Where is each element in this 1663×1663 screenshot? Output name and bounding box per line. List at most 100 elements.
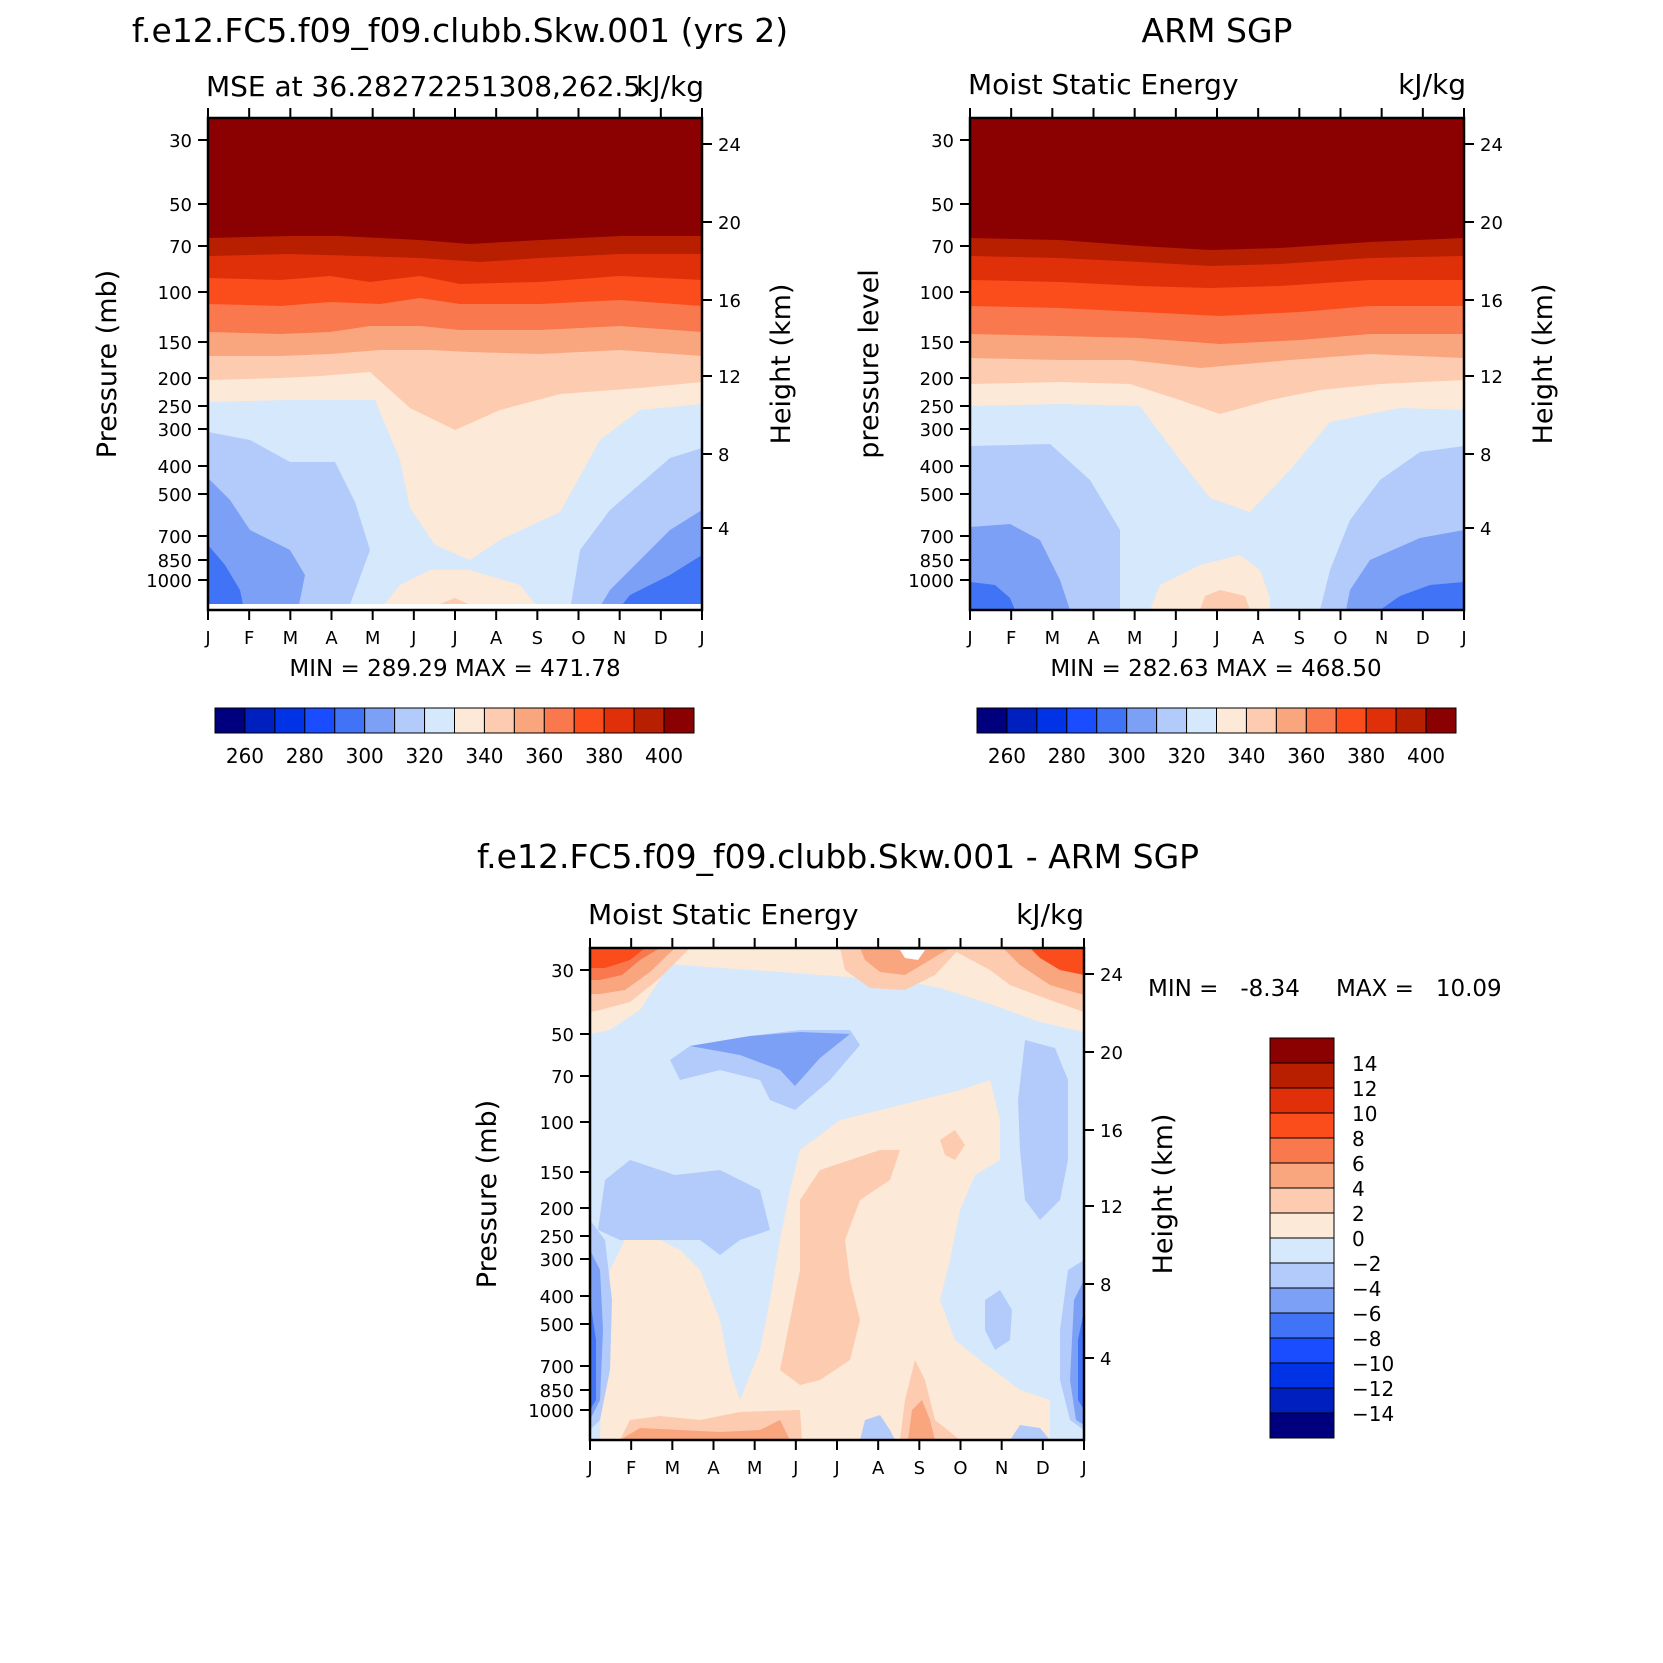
colorbar-swatch: [513, 707, 545, 734]
y-tick-label: 850: [158, 551, 192, 572]
y-tick-label: 250: [158, 397, 192, 418]
y-tick-label: 100: [158, 283, 192, 304]
x-tick-label: J: [1080, 1458, 1086, 1479]
colorbar-swatch: [1269, 1337, 1335, 1364]
colorbar-swatch: [364, 707, 396, 734]
y-tick-label: 70: [169, 237, 192, 258]
colorbar-label: 280: [1048, 744, 1086, 768]
y2-tick-label: 8: [718, 445, 729, 466]
colorbar-swatch: [1395, 707, 1427, 734]
y-tick-label: 200: [540, 1199, 574, 1220]
colorbar-swatch: [1186, 707, 1217, 734]
x-tick-label: J: [410, 628, 416, 649]
diff-band-zero-topmid: [900, 950, 925, 960]
y-tick-label: 1000: [146, 571, 192, 592]
colorbar-swatch: [1335, 707, 1367, 734]
colorbar-swatch: [1269, 1262, 1335, 1289]
y-tick-label: 150: [158, 333, 192, 354]
y-tick-label: 300: [158, 420, 192, 441]
colorbar-label: −2: [1352, 1252, 1381, 1276]
colorbar-swatch: [244, 707, 276, 734]
colorbar-label: 6: [1352, 1152, 1365, 1176]
x-tick-label: A: [707, 1458, 720, 1479]
x-tick-label: J: [451, 628, 457, 649]
contour-band-290-right: [618, 555, 702, 610]
colorbar-label: 380: [585, 744, 623, 768]
contour-band-300: [208, 478, 305, 610]
colorbar-label: 340: [465, 744, 503, 768]
colorbar-label: 300: [346, 744, 384, 768]
x-tick-label: M: [283, 628, 299, 649]
y-tick-label: 700: [920, 527, 954, 548]
diff-band-neg-right: [1018, 1040, 1068, 1220]
panel-a-title: f.e12.FC5.f09_f09.clubb.Skw.001 (yrs 2): [132, 11, 788, 50]
y2-tick-label: 20: [1100, 1043, 1123, 1064]
colorbar-swatch: [1269, 1312, 1335, 1339]
x-tick-label: S: [1294, 628, 1305, 649]
y-tick-label: 50: [169, 195, 192, 216]
panel-b-plot-area: [970, 118, 1464, 610]
panel-b-colorbar: 260 280 300 320 340 360 380 400: [976, 707, 1457, 768]
contour-band-290: [208, 545, 244, 610]
colorbar-swatch: [1269, 1362, 1335, 1389]
colorbar-swatch: [1269, 1062, 1335, 1089]
colorbar-swatch: [1269, 1237, 1335, 1264]
colorbar-swatch: [1269, 1037, 1335, 1064]
colorbar-label: 10: [1352, 1102, 1377, 1126]
x-tick-label: A: [1252, 628, 1265, 649]
contour-band-330-bottom: [380, 570, 540, 610]
x-tick-label: J: [1460, 628, 1466, 649]
colorbar-label: 320: [405, 744, 443, 768]
diff-band-neg-small: [985, 1290, 1012, 1350]
y-tick-label: 30: [169, 131, 192, 152]
colorbar-swatch: [1269, 1162, 1335, 1189]
colorbar-swatch: [573, 707, 605, 734]
panel-b-y-label: pressure level: [854, 269, 885, 458]
colorbar-label: −10: [1352, 1352, 1394, 1376]
x-tick-label: O: [1333, 628, 1347, 649]
diff-band-pos-topmid-2: [860, 948, 950, 975]
colorbar-swatch: [976, 707, 1008, 734]
panel-c-y-label: Pressure (mb): [472, 1100, 503, 1288]
diff-band-pos-bottom-2: [620, 1420, 790, 1440]
y-tick-label: 500: [540, 1315, 574, 1336]
missing-data-strip: [208, 604, 702, 610]
colorbar-swatch: [1269, 1412, 1335, 1439]
y-tick-label: 400: [920, 457, 954, 478]
y-tick-label: 400: [540, 1287, 574, 1308]
x-tick-label: M: [1045, 628, 1061, 649]
y-tick-label: 500: [158, 485, 192, 506]
x-tick-label: A: [1087, 628, 1100, 649]
diff-band-pos-top: [590, 948, 1084, 1034]
y2-tick-label: 4: [718, 519, 729, 540]
colorbar-swatch: [304, 707, 336, 734]
y2-tick-label: 16: [1480, 291, 1503, 312]
colorbar-swatch: [1006, 707, 1038, 734]
colorbar-label: 360: [1287, 744, 1325, 768]
x-tick-label: J: [204, 628, 210, 649]
x-tick-label: D: [1416, 628, 1430, 649]
colorbar-label: −4: [1352, 1277, 1381, 1301]
panel-a-subtitle-right: kJ/kg: [636, 70, 704, 103]
panel-c-subtitle-right: kJ/kg: [1016, 898, 1084, 931]
panel-a-colorbar: 260 280 300 320 340 360 380 400: [214, 707, 695, 768]
x-tick-label: A: [872, 1458, 885, 1479]
y-tick-label: 250: [540, 1227, 574, 1248]
colorbar-swatch: [274, 707, 306, 734]
colorbar-label: 340: [1227, 744, 1265, 768]
x-tick-label: M: [665, 1458, 681, 1479]
panel-a-plot-area: [208, 118, 702, 610]
x-tick-label: J: [586, 1458, 592, 1479]
colorbar-swatch: [1305, 707, 1337, 734]
contour-band-290-right: [1380, 582, 1464, 610]
colorbar-label: 400: [1407, 744, 1445, 768]
colorbar-label: 380: [1347, 744, 1385, 768]
x-tick-label: F: [1006, 628, 1016, 649]
diff-band-pos-middle-2: [780, 1150, 900, 1385]
colorbar-swatch: [334, 707, 366, 734]
colorbar-swatch: [1156, 707, 1188, 734]
x-tick-label: F: [244, 628, 254, 649]
colorbar-swatch: [1126, 707, 1158, 734]
